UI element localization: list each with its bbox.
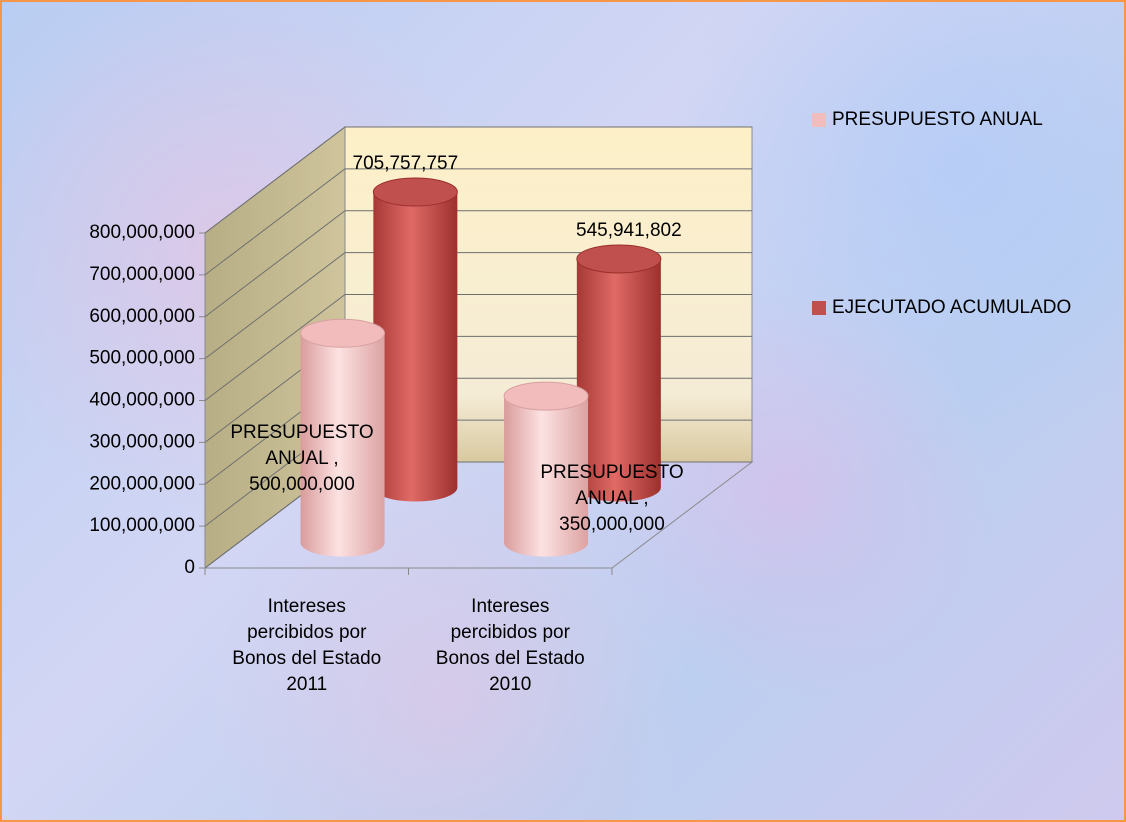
value-label: PRESUPUESTO ANUAL , 350,000,000 <box>540 462 684 535</box>
cylinder-bar <box>300 318 386 557</box>
cylinder-top <box>503 381 589 411</box>
legend-label: EJECUTADO ACUMULADO <box>832 297 1071 318</box>
y-tick-label: 0 <box>184 557 195 578</box>
value-label: 705,757,757 <box>353 153 459 174</box>
cylinder-body <box>373 192 458 502</box>
cylinder-bar <box>503 381 589 557</box>
y-tick-label: 400,000,000 <box>89 390 195 411</box>
x-tick-label: Intereses percibidos por Bonos del Estad… <box>435 596 585 695</box>
grid-line <box>204 126 752 234</box>
cylinder-body <box>576 258 661 502</box>
x-tick-label: Intereses percibidos por Bonos del Estad… <box>232 596 382 695</box>
y-tick-label: 600,000,000 <box>89 306 195 327</box>
cylinder-bar <box>576 244 662 502</box>
value-label: 545,941,802 <box>576 220 682 241</box>
cylinder-top <box>300 318 386 348</box>
cylinder-top <box>576 244 662 274</box>
y-tick-label: 100,000,000 <box>89 515 195 536</box>
y-tick-label: 200,000,000 <box>89 473 195 494</box>
legend-label: PRESUPUESTO ANUAL <box>832 109 1043 130</box>
grid-line <box>204 210 752 318</box>
cylinder-top <box>372 177 458 207</box>
y-tick-label: 300,000,000 <box>89 431 195 452</box>
y-tick-label: 800,000,000 <box>89 222 195 243</box>
legend-swatch <box>812 301 826 315</box>
cylinder-bar <box>372 177 458 502</box>
cylinder-body <box>504 396 589 557</box>
legend-swatch <box>812 113 826 127</box>
y-tick-label: 500,000,000 <box>89 348 195 369</box>
grid-line <box>204 168 752 276</box>
y-tick-label: 700,000,000 <box>89 264 195 285</box>
cylinder-body <box>300 333 385 557</box>
value-label: PRESUPUESTO ANUAL , 500,000,000 <box>230 422 374 495</box>
